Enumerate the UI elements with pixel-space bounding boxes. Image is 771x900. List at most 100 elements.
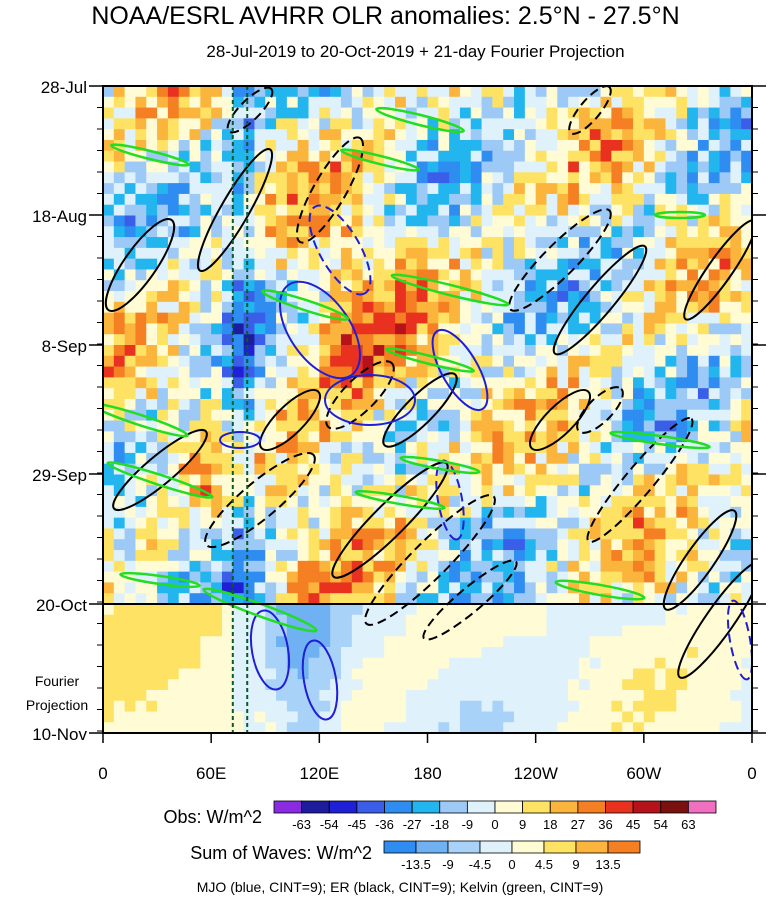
obs-cell [535, 161, 548, 173]
obs-cell [611, 269, 623, 281]
obs-cell [719, 582, 731, 594]
obs-cell [697, 258, 710, 271]
obs-cell [687, 345, 699, 357]
obs-colorbar-swatch [356, 800, 385, 814]
obs-cell [654, 571, 667, 584]
obs-cell [438, 388, 450, 400]
obs-cell [568, 550, 580, 562]
obs-cell [113, 107, 126, 119]
obs-cell [373, 226, 385, 238]
obs-cell [697, 215, 710, 227]
obs-cell [373, 528, 385, 540]
obs-cell [308, 193, 320, 206]
obs-cell [265, 355, 277, 368]
y-tick-label: 29-Sep [32, 466, 87, 485]
obs-cell [113, 355, 126, 368]
obs-cell [232, 377, 245, 389]
obs-cell [481, 139, 493, 152]
obs-cell [546, 215, 558, 227]
obs-cell [622, 172, 634, 184]
obs-cell [470, 107, 483, 119]
projection-cell [373, 690, 385, 702]
obs-cell [340, 301, 353, 314]
obs-cell [633, 96, 645, 109]
obs-cell [481, 539, 493, 551]
projection-cell [438, 657, 450, 670]
projection-cell [276, 679, 288, 691]
obs-cell [611, 420, 623, 432]
obs-cell [167, 291, 180, 303]
obs-cell [741, 129, 752, 141]
projection-cell [611, 711, 623, 723]
obs-cell [319, 550, 331, 562]
obs-cell [481, 312, 493, 325]
obs-cell [535, 226, 548, 238]
projection-label-line2: Projection [26, 697, 88, 713]
obs-cell [189, 118, 201, 130]
obs-cell [286, 161, 299, 173]
obs-cell [708, 226, 721, 238]
obs-cell [189, 452, 201, 465]
obs-cell [687, 528, 699, 540]
obs-cell [633, 366, 645, 378]
obs-cell [265, 377, 277, 389]
obs-cell [146, 550, 158, 562]
obs-cell [276, 452, 288, 465]
obs-cell [492, 258, 504, 271]
obs-cell [708, 388, 721, 400]
obs-cell [200, 442, 212, 454]
obs-cell [113, 269, 126, 281]
kelvin-contour [609, 430, 711, 450]
obs-cell [578, 463, 591, 476]
obs-cell [600, 388, 612, 400]
obs-cell [351, 312, 364, 325]
obs-cell [687, 129, 699, 141]
obs-cell [330, 528, 342, 540]
obs-cell [546, 118, 558, 130]
obs-cell [405, 237, 418, 249]
obs-cell [405, 571, 418, 584]
obs-cell [351, 86, 364, 98]
obs-cell [340, 334, 353, 346]
obs-cell [697, 528, 710, 540]
obs-cell [470, 150, 483, 163]
obs-cell [362, 452, 375, 465]
obs-cell [167, 431, 180, 443]
projection-cell [395, 722, 407, 733]
projection-cell [676, 614, 688, 627]
obs-cell [427, 139, 439, 152]
obs-cell [330, 485, 342, 497]
obs-cell [157, 280, 169, 292]
obs-cell [622, 193, 634, 206]
obs-cell [167, 550, 180, 562]
obs-cell [157, 366, 169, 378]
obs-cell [265, 150, 277, 163]
obs-cell [167, 398, 180, 411]
obs-cell [492, 485, 504, 497]
obs-cell [200, 398, 212, 411]
obs-cell [546, 161, 558, 173]
obs-cell [708, 420, 721, 432]
obs-cell [676, 539, 688, 551]
obs-cell [135, 431, 147, 443]
obs-cell [665, 301, 677, 314]
obs-cell [405, 550, 418, 562]
projection-cell [232, 668, 245, 680]
obs-cell [708, 107, 721, 119]
obs-cell [470, 366, 483, 378]
projection-cell [243, 604, 256, 616]
obs-cell [200, 280, 212, 292]
obs-cell [167, 139, 180, 152]
projection-cell [405, 647, 418, 659]
obs-cell [221, 129, 234, 141]
obs-cell [113, 442, 126, 454]
obs-cell [730, 291, 742, 303]
obs-cell [535, 172, 548, 184]
obs-cell [308, 560, 320, 573]
obs-cell [297, 366, 310, 378]
obs-cell [459, 452, 472, 465]
obs-cell [276, 496, 288, 508]
obs-cell [741, 355, 752, 368]
obs-cell [373, 355, 385, 368]
obs-cell [589, 550, 602, 562]
